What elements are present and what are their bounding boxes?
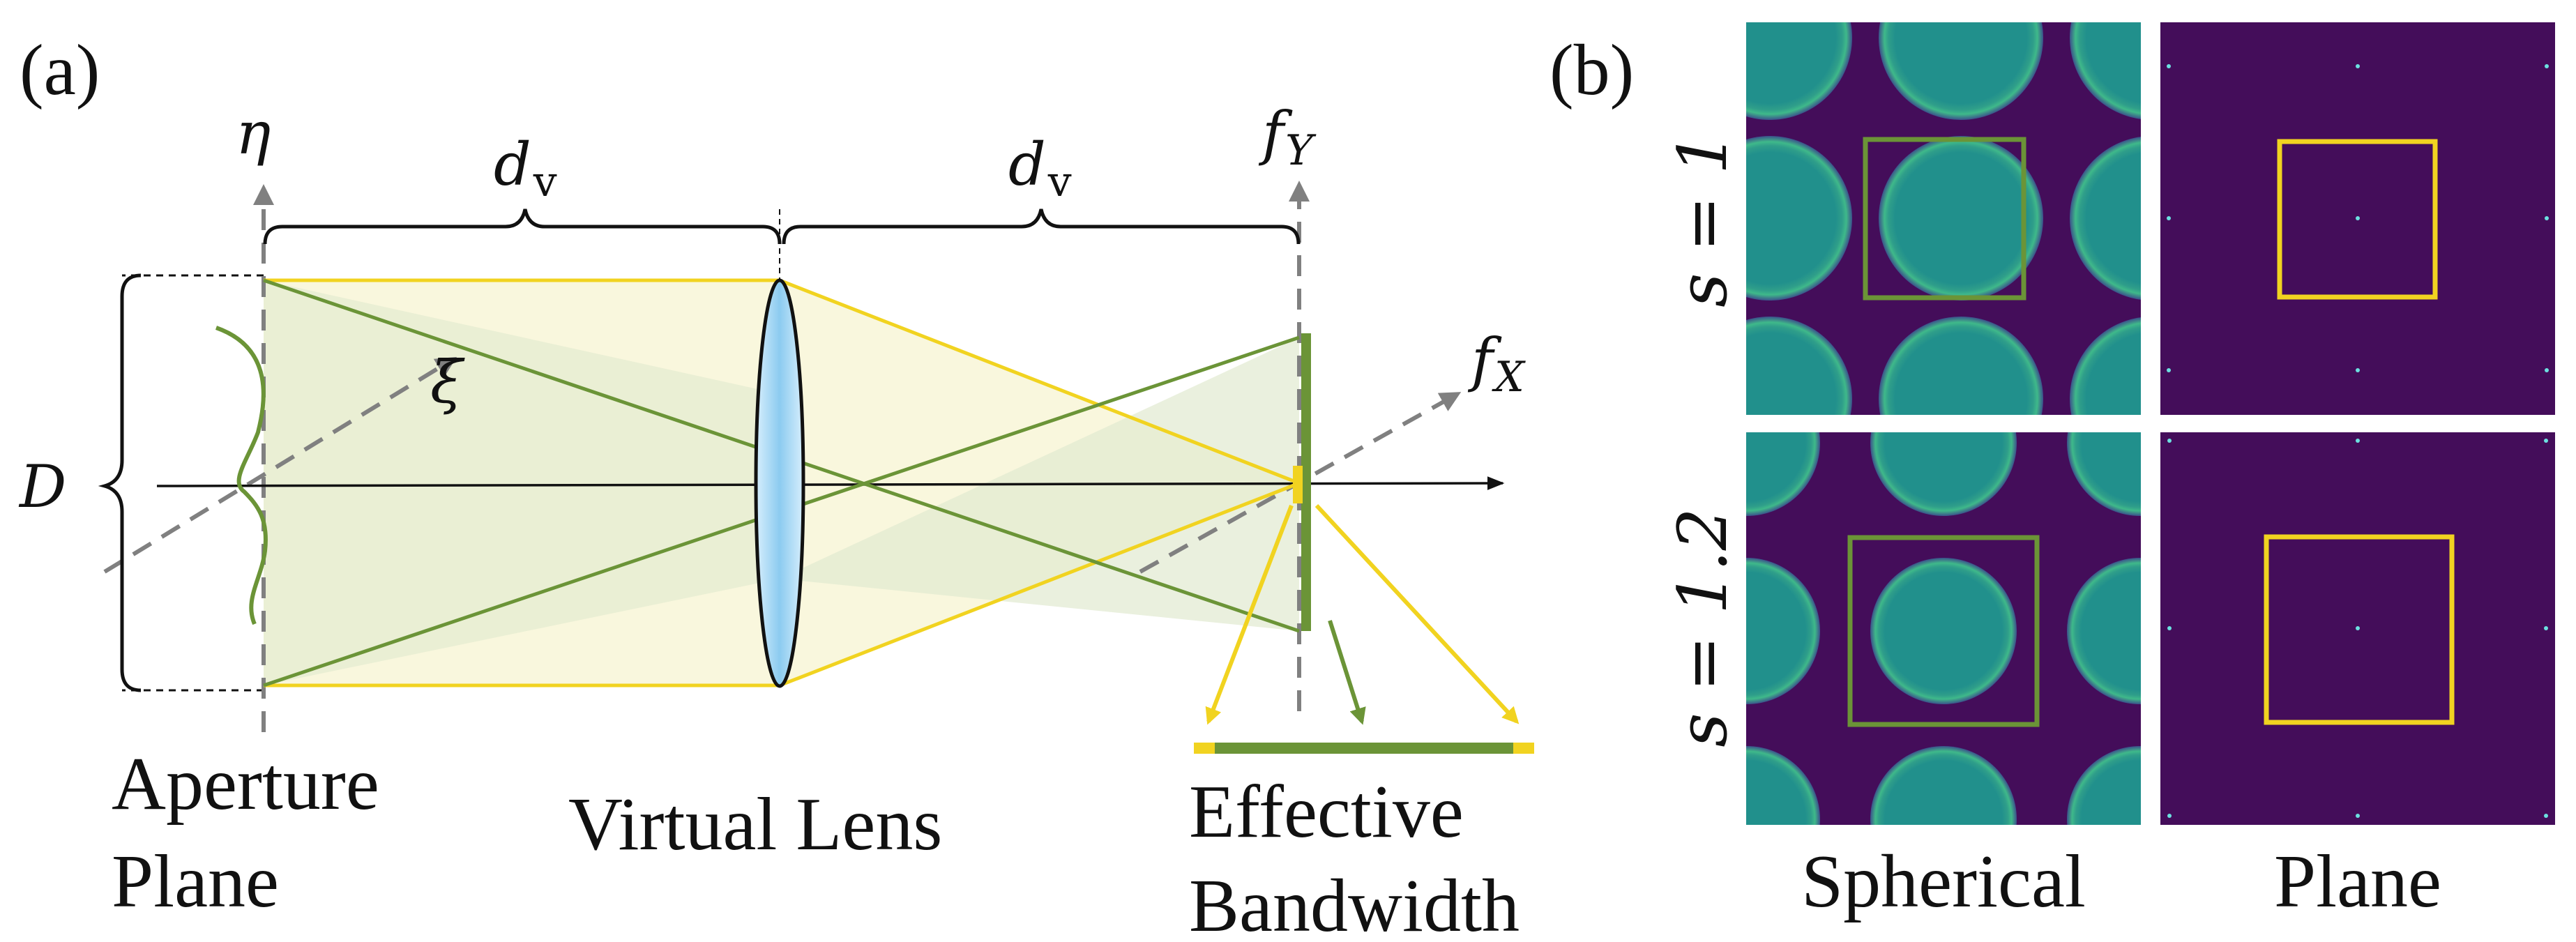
eta-label: η <box>236 99 271 167</box>
fx-label: fX <box>1467 326 1526 402</box>
panel-a: (a) <box>18 30 1534 942</box>
spherical-s1-image <box>1746 22 2141 415</box>
optical-axis <box>156 476 1505 490</box>
caption-aperture-line2: Plane <box>112 840 279 923</box>
bandwidth-arrow-left <box>1205 504 1294 725</box>
row-label-s1: s = 1 <box>1664 132 1742 307</box>
bandwidth-arrow-center <box>1328 620 1366 725</box>
aperture-field-wave <box>215 326 268 625</box>
distance-brace-left <box>263 208 782 245</box>
distance-label-left: dv <box>494 130 557 206</box>
panel-a-label: (a) <box>20 30 100 110</box>
distance-brace-right <box>782 208 1301 245</box>
caption-bandwidth-line1: Effective <box>1189 770 1464 853</box>
caption-virtual-lens: Virtual Lens <box>568 783 942 866</box>
row-label-s12: s = 1.2 <box>1664 508 1742 747</box>
plane-s12-image <box>2160 432 2555 825</box>
xi-label: ξ <box>430 348 465 416</box>
column-label-plane: Plane <box>2274 840 2441 923</box>
caption-bandwidth-line2: Bandwidth <box>1189 865 1520 942</box>
caption-aperture-line1: Aperture <box>112 743 379 826</box>
green-beam-region <box>264 280 780 685</box>
bandwidth-arrow-right <box>1314 503 1520 724</box>
column-label-spherical: Spherical <box>1801 840 2086 923</box>
spherical-s12-image <box>1746 432 2141 825</box>
panel-b-label: (b) <box>1550 30 1634 110</box>
xi-axis <box>103 356 457 574</box>
panel-b: (b) s = 1 s = 1.2 <box>1550 22 2555 923</box>
aperture-brace <box>98 273 142 692</box>
virtual-lens <box>754 278 805 688</box>
yellow-rays <box>264 278 1300 687</box>
plane-s1-image <box>2160 22 2555 415</box>
fy-label: fY <box>1258 99 1317 175</box>
aperture-size-label: D <box>18 453 66 521</box>
distance-label-right: dv <box>1008 130 1072 206</box>
